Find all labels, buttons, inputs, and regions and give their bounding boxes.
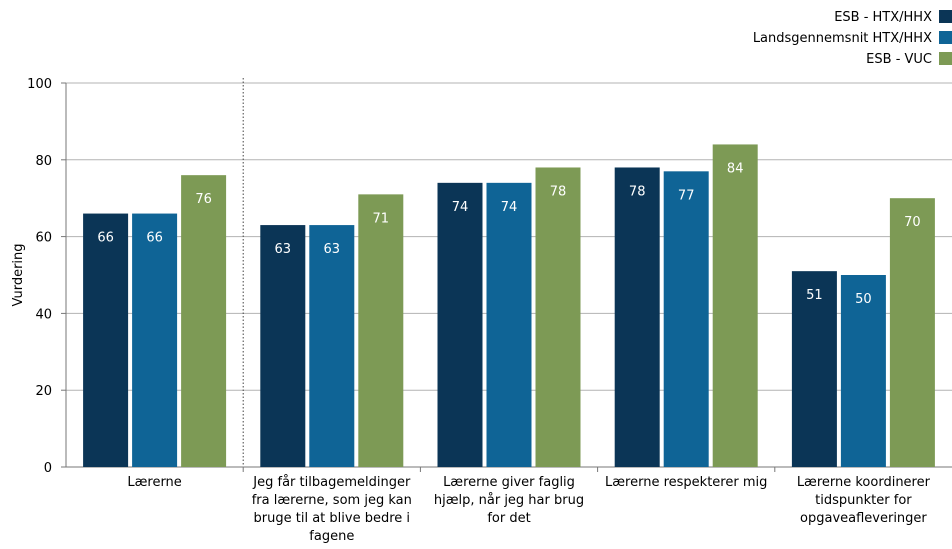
bar-value-label: 66 [146,231,163,246]
bar [840,275,886,467]
bar [663,171,709,467]
bar-value-label: 66 [97,231,114,246]
category-label: Lærerne [127,475,181,490]
bar-value-label: 78 [550,184,567,199]
y-tick-label: 80 [35,154,52,169]
bar-value-label: 50 [855,292,872,307]
y-tick-label: 60 [35,231,52,246]
bar [83,213,129,467]
bar [712,144,758,467]
x-axis: Lærerne Jeg får tilbagemeldinger fra lærer… [127,467,931,544]
bar-value-label: 51 [806,288,823,303]
category-label: fra lærerne, som jeg kan [252,493,412,508]
category-label: Lærerne giver faglig [443,475,575,490]
bar-value-label: 78 [629,184,646,199]
bar [309,225,355,467]
bar [358,194,404,468]
legend: ESB - HTX/HHX Landsgennemsnit HTX/HHX ESB … [753,10,952,67]
bar-value-label: 71 [373,211,390,226]
bar [486,182,532,467]
legend-swatch [939,10,952,23]
bar-value-label: 76 [195,192,212,207]
y-axis-label: Vurdering [11,243,26,306]
category-label: Lærerne koordinerer [797,475,931,490]
category-label: tidspunkter for [815,493,912,508]
category-label: Lærerne respekterer mig [605,475,767,490]
bar [260,225,306,467]
y-tick-label: 0 [44,461,52,476]
bar-value-label: 74 [452,200,469,215]
bar-value-label: 63 [275,242,292,257]
category-label: opgaveafleveringer [800,511,927,526]
category-label: fagene [309,529,354,544]
category-label: Jeg får tilbagemeldinger [252,475,411,490]
category-label: hjælp, når jeg har brug [434,493,584,508]
y-tick-label: 20 [35,384,52,399]
bar [132,213,178,467]
bar [614,167,660,468]
bar [535,167,581,468]
bar [437,182,483,467]
bar-value-label: 74 [501,200,518,215]
bar [791,271,837,467]
bar-value-label: 84 [727,161,744,176]
legend-label: ESB - VUC [866,52,932,67]
category-label: bruge til at blive bedre i [254,511,410,526]
category-label: for det [487,511,530,526]
y-tick-label: 100 [27,77,52,92]
bar [889,198,935,467]
bar-value-label: 77 [678,188,695,203]
legend-label: Landsgennemsnit HTX/HHX [753,31,932,46]
y-tick-label: 40 [35,307,52,322]
legend-label: ESB - HTX/HHX [834,10,932,25]
bar [181,175,227,467]
bar-value-label: 70 [904,215,921,230]
legend-swatch [939,52,952,65]
legend-swatch [939,31,952,44]
bar-value-label: 63 [324,242,341,257]
bars: 66 66 76 63 63 71 74 74 78 78 77 84 51 50 70 [83,144,935,468]
